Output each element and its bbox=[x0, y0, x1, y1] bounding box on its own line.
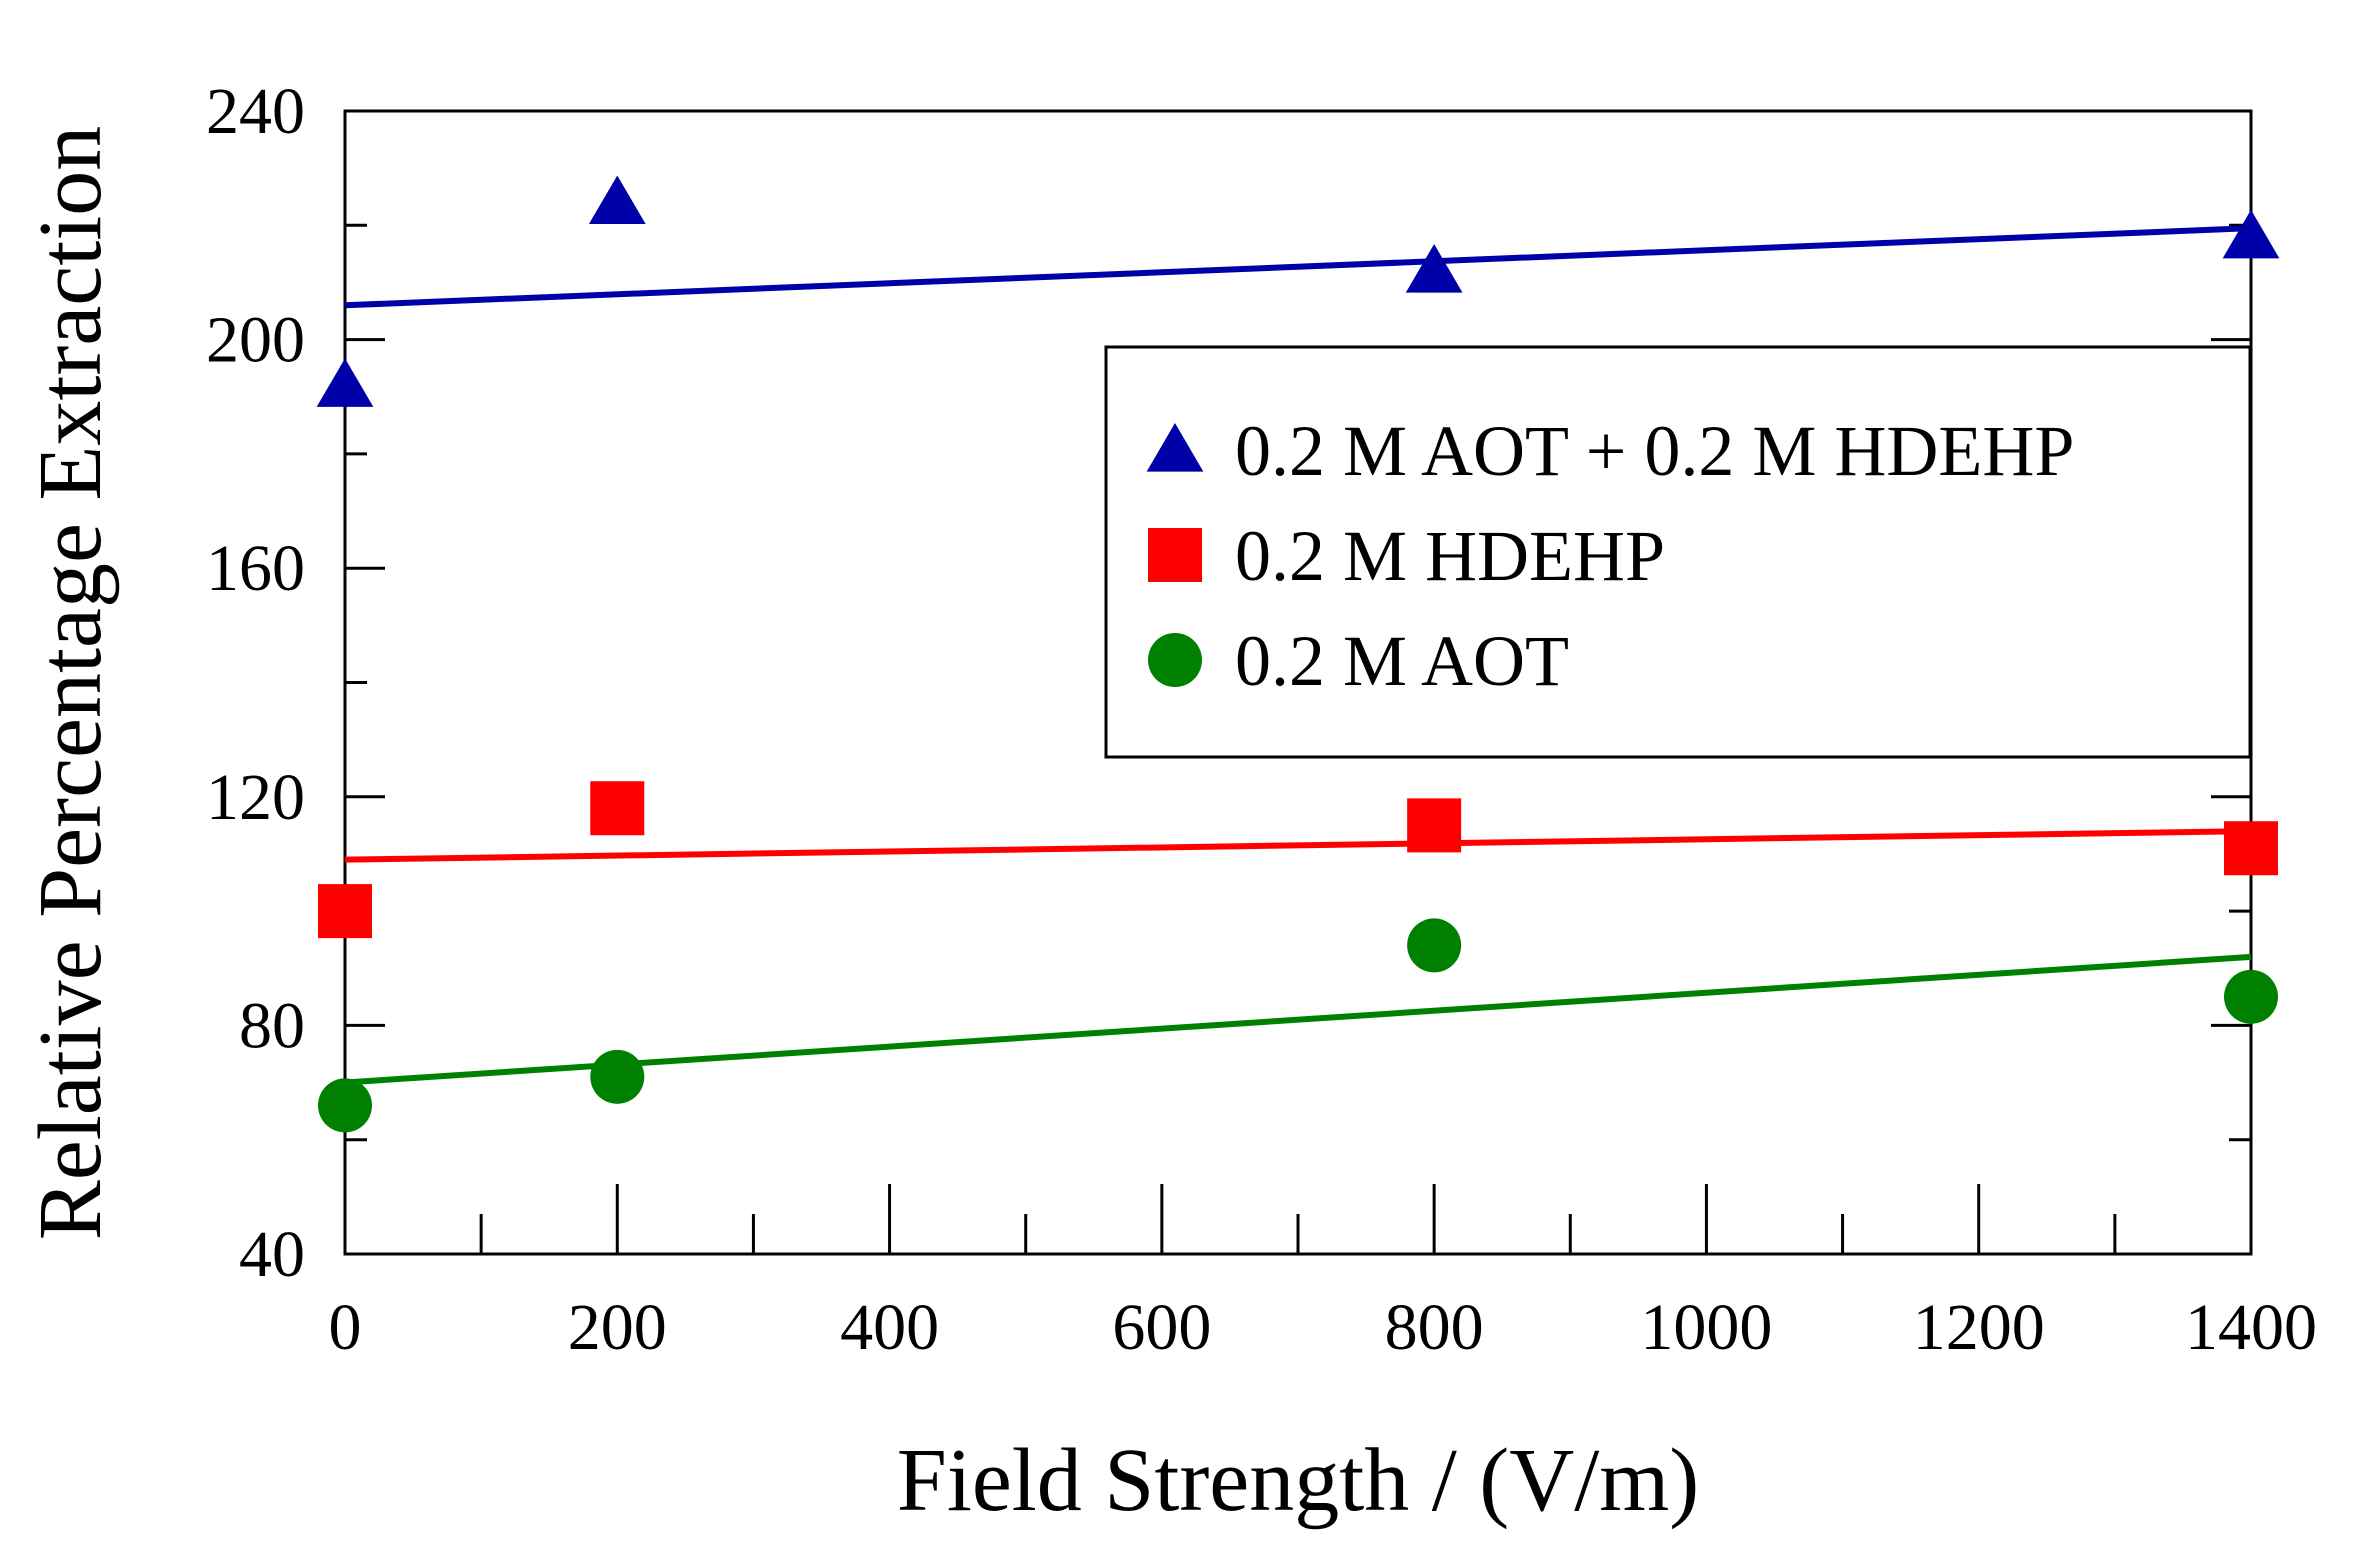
x-tick-label: 1400 bbox=[2185, 1291, 2317, 1364]
x-tick-label: 1000 bbox=[1640, 1291, 1772, 1364]
data-point bbox=[590, 781, 645, 836]
data-point bbox=[1407, 798, 1462, 853]
data-point bbox=[1407, 918, 1462, 973]
x-tick-label: 200 bbox=[568, 1291, 667, 1364]
legend-marker bbox=[1148, 633, 1202, 687]
legend-label: 0.2 M AOT + 0.2 M HDEHP bbox=[1235, 411, 2074, 491]
data-point bbox=[588, 175, 646, 225]
x-tick-label: 600 bbox=[1112, 1291, 1211, 1364]
legend-box bbox=[1104, 345, 2252, 759]
y-tick-label: 80 bbox=[239, 989, 305, 1062]
legend-marker bbox=[1148, 528, 1202, 582]
legend: 0.2 M AOT + 0.2 M HDEHP 0.2 M HDEHP 0.2 M … bbox=[1104, 345, 2252, 759]
legend-label: 0.2 M AOT bbox=[1235, 621, 1569, 701]
x-tick-label: 400 bbox=[840, 1291, 939, 1364]
data-point bbox=[2224, 969, 2278, 1024]
data-point bbox=[2224, 821, 2278, 876]
y-tick-label: 160 bbox=[206, 532, 305, 605]
data-point bbox=[590, 1049, 645, 1104]
axis-tick-labels: 0 200 400 600 800 1000 1200 1400 40 80 120 160 200 24… bbox=[206, 75, 2317, 1364]
data-point bbox=[318, 1078, 372, 1133]
trendline bbox=[344, 953, 2252, 1086]
legend-label: 0.2 M HDEHP bbox=[1235, 516, 1665, 596]
x-tick-label: 0 bbox=[329, 1291, 362, 1364]
y-tick-label: 240 bbox=[206, 75, 305, 148]
y-tick-label: 120 bbox=[206, 761, 305, 834]
legend-marker bbox=[1146, 423, 1204, 472]
data-points bbox=[316, 175, 2280, 1133]
trendlines bbox=[344, 225, 2252, 1086]
x-tick-label: 1200 bbox=[1913, 1291, 2045, 1364]
y-axis-title: Relative Percentage Extraction bbox=[21, 126, 120, 1241]
x-tick-label: 800 bbox=[1385, 1291, 1484, 1364]
data-point bbox=[2222, 209, 2280, 259]
data-point bbox=[318, 884, 372, 939]
trendline bbox=[344, 225, 2252, 309]
y-tick-label: 200 bbox=[206, 304, 305, 377]
axis-ticks bbox=[343, 109, 2253, 1256]
data-point bbox=[1405, 244, 1463, 293]
trendline bbox=[344, 828, 2252, 863]
data-point bbox=[316, 358, 374, 407]
y-tick-label: 40 bbox=[239, 1218, 305, 1291]
x-axis-title: Field Strength / (V/m) bbox=[897, 1431, 1699, 1530]
